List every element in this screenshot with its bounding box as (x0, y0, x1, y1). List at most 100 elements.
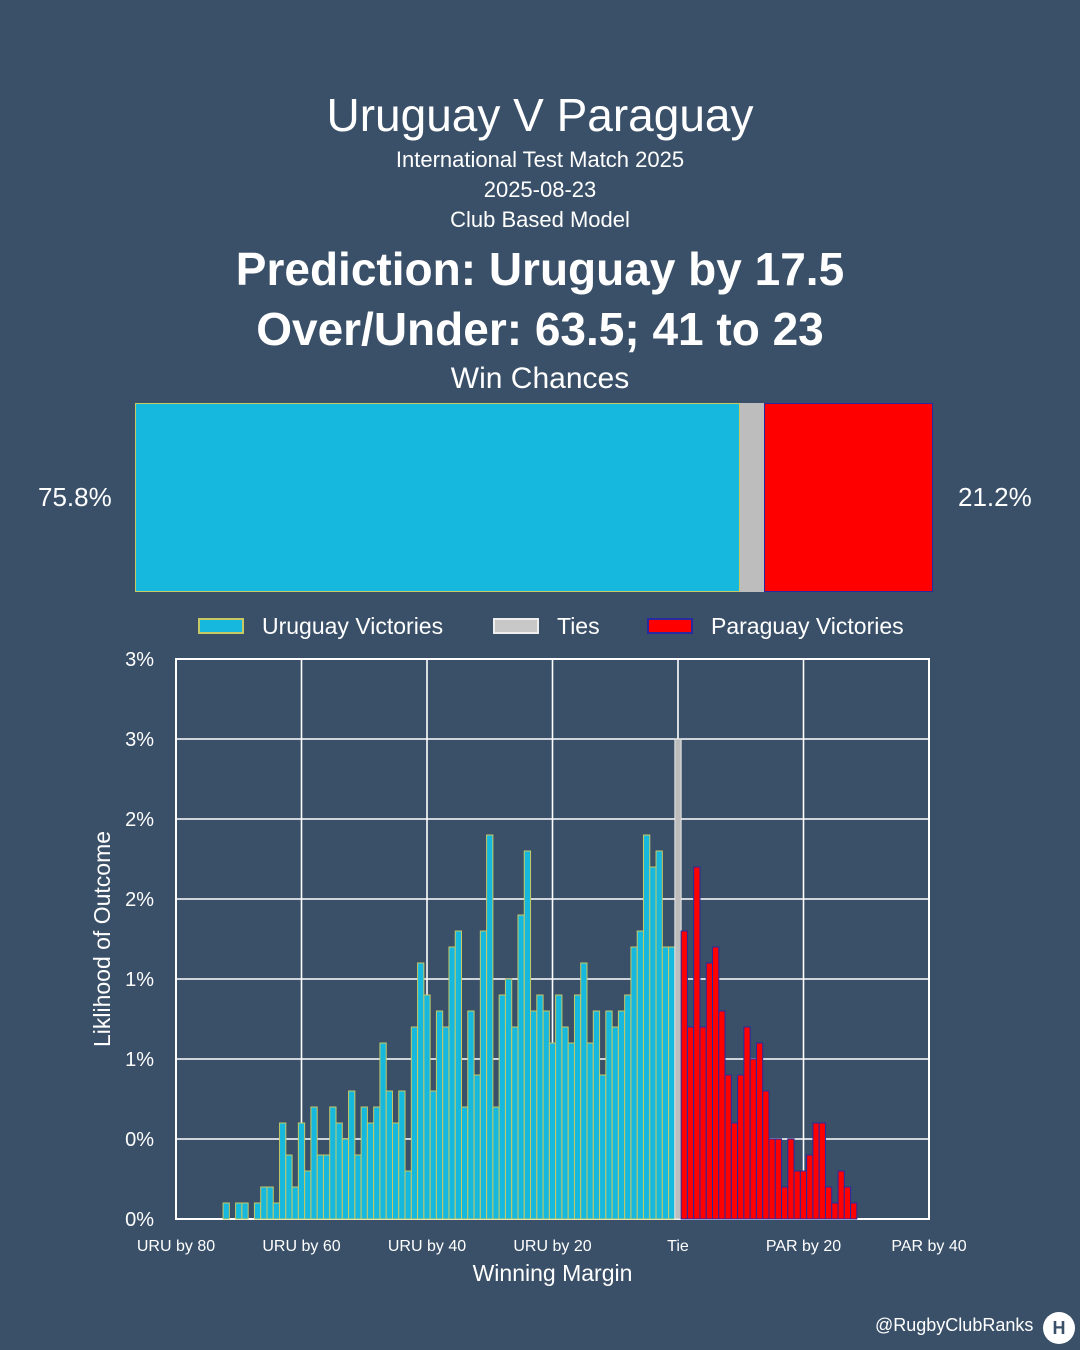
histogram-bar (511, 1026, 519, 1220)
histogram-bar (530, 1010, 538, 1220)
histogram-bar (391, 1122, 400, 1220)
win-chances-title: Win Chances (450, 362, 630, 395)
legend-swatch-uruguay (198, 618, 244, 634)
histogram-bar (329, 1106, 337, 1220)
histogram-bar (642, 834, 651, 1220)
uruguay-win-bar (135, 403, 740, 592)
histogram-bar (461, 1106, 469, 1220)
y-axis-label: Liklihood of Outcome (89, 831, 115, 1047)
histogram-bar (322, 1154, 331, 1220)
histogram-bar (843, 1186, 852, 1220)
histogram-bar (781, 1186, 789, 1220)
histogram-bar (379, 1042, 387, 1220)
histogram-bar (404, 1170, 412, 1220)
tie-win-bar (739, 403, 764, 592)
histogram-bar (573, 994, 582, 1220)
histogram-bar (241, 1202, 249, 1220)
legend-item-paraguay: Paraguay Victories (647, 612, 904, 640)
histogram-bar (718, 1010, 726, 1220)
histogram-bar (366, 1122, 375, 1220)
model-name: Club Based Model (450, 207, 630, 232)
histogram-bar (686, 1026, 695, 1220)
y-tick-label: 3% (125, 729, 154, 751)
histogram-bar (806, 1154, 814, 1220)
y-tick-label: 1% (125, 1049, 154, 1071)
paraguay-win-bar (763, 403, 933, 592)
histogram-bar (492, 1106, 500, 1220)
y-tick-label: 0% (125, 1209, 154, 1231)
histogram-bar (649, 866, 657, 1220)
histogram-bar (680, 930, 688, 1220)
competition-name: International Test Match 2025 (395, 147, 685, 172)
histogram-bar (272, 1202, 281, 1220)
legend-item-uruguay: Uruguay Victories (198, 612, 443, 640)
histogram-bar (498, 994, 506, 1220)
histogram-bar (730, 1122, 739, 1220)
histogram-bar (385, 1090, 393, 1220)
x-tick-label: URU by 60 (262, 1238, 340, 1255)
histogram-bar (555, 994, 563, 1220)
histogram-bar (429, 1090, 437, 1220)
match-date: 2025-08-23 (483, 177, 597, 202)
histogram-bar (548, 1042, 557, 1220)
histogram-bar (605, 1010, 613, 1220)
histogram-bar (235, 1202, 243, 1220)
histogram-bar (567, 1042, 575, 1220)
histogram-bar (674, 738, 682, 1220)
histogram-bar (580, 962, 588, 1220)
histogram-bar (592, 1010, 601, 1220)
histogram-bar (850, 1202, 858, 1220)
histogram-bar (762, 1090, 770, 1220)
paraguay-win-percentage: 21.2% (958, 482, 1032, 512)
histogram-bar (599, 1074, 607, 1220)
x-tick-label: URU by 20 (513, 1238, 591, 1255)
histogram-bar (467, 1010, 475, 1220)
page-title: Uruguay V Paraguay (326, 89, 754, 141)
histogram-bar (291, 1186, 299, 1220)
histogram-bar (266, 1186, 274, 1220)
histogram-bar (341, 1138, 350, 1220)
histogram-bar (824, 1186, 833, 1220)
histogram-bar (360, 1106, 368, 1220)
histogram-bar (561, 1026, 569, 1220)
legend-swatch-paraguay (647, 618, 693, 634)
histogram-bar (636, 930, 644, 1220)
histogram-bar (668, 946, 676, 1220)
histogram-bar (417, 962, 425, 1220)
histogram-bar (310, 1106, 318, 1220)
histogram-bar (611, 1026, 619, 1220)
histogram-bar (542, 1010, 550, 1220)
y-tick-label: 3% (125, 649, 154, 671)
histogram-bar (222, 1202, 230, 1220)
x-axis-label: Winning Margin (473, 1260, 633, 1286)
y-tick-label: 0% (125, 1129, 154, 1151)
credit-handle: @RugbyClubRanks (875, 1315, 1034, 1335)
histogram-bar (818, 1122, 826, 1220)
histogram-bar (743, 1026, 751, 1220)
legend-swatch-ties (493, 618, 539, 634)
histogram-bar (699, 1026, 707, 1220)
x-tick-label: PAR by 20 (766, 1238, 841, 1255)
histogram-bar (479, 930, 488, 1220)
histogram-bar (799, 1170, 808, 1220)
histogram-bar (749, 1058, 757, 1220)
histogram-bar (279, 1122, 287, 1220)
histogram-bar (398, 1090, 406, 1220)
histogram-bar (768, 1138, 776, 1220)
histogram-bar (316, 1154, 324, 1220)
histogram-bar (755, 1042, 764, 1220)
histogram-bar (630, 946, 638, 1220)
histogram-bar (586, 1042, 594, 1220)
histogram-bar (504, 978, 513, 1220)
histogram-bar (448, 946, 456, 1220)
histogram-bar (617, 1010, 626, 1220)
x-tick-label: Tie (667, 1238, 689, 1255)
legend-label-paraguay: Paraguay Victories (711, 612, 904, 639)
histogram-bar (624, 994, 632, 1220)
histogram-bar (517, 914, 525, 1220)
histogram-bar (373, 1106, 381, 1220)
histogram-bar (423, 994, 431, 1220)
histogram-bar (253, 1202, 262, 1220)
histogram-bar (486, 834, 494, 1220)
histogram-bar (693, 866, 701, 1220)
